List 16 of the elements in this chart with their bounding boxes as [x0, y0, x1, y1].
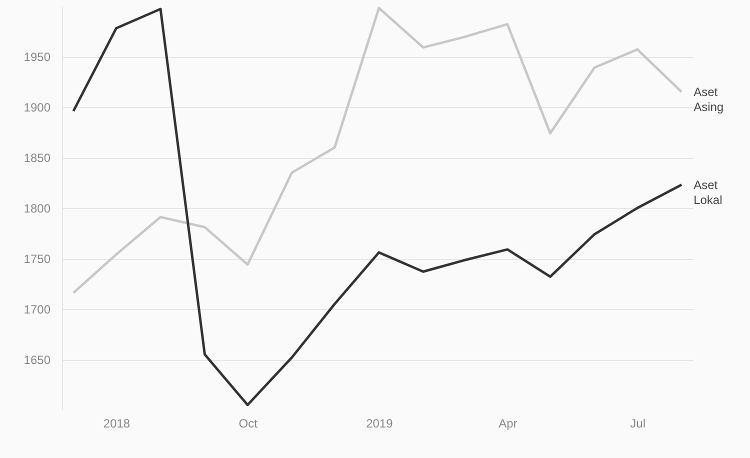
y-tick-label: 1900 — [24, 100, 51, 114]
x-tick-label: Jul — [630, 416, 646, 430]
y-tick-label: 1650 — [24, 353, 51, 367]
line-series — [72, 6, 683, 294]
line-series — [72, 8, 683, 406]
y-tick-label: 1850 — [24, 151, 51, 165]
series-label: Aset Lokal — [694, 178, 722, 207]
y-tick-label: 1700 — [24, 302, 51, 316]
x-tick-label: 2019 — [366, 416, 394, 430]
series-label: Aset Asing — [694, 84, 724, 114]
y-tick-label: 1950 — [24, 50, 51, 64]
y-tick-label: 1750 — [24, 252, 51, 266]
x-tick-label: Apr — [498, 416, 518, 430]
x-tick-label: 2018 — [103, 416, 130, 430]
y-tick-label: 1800 — [24, 202, 51, 216]
x-tick-label: Oct — [238, 416, 258, 430]
